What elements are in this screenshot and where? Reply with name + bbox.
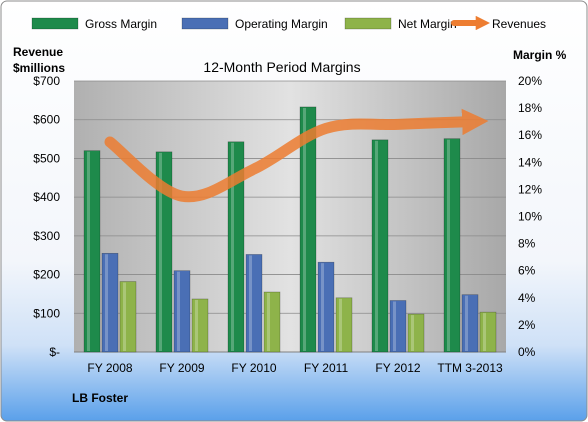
bar-highlight	[483, 313, 486, 351]
bar-net-margin	[119, 281, 137, 353]
legend-label: Net Margin	[398, 17, 457, 31]
bar-net-margin	[479, 311, 497, 353]
bar-highlight	[447, 139, 450, 351]
y-left-ticks: $- $100 $200 $300 $400 $500 $600 $700	[33, 74, 60, 359]
bar-highlight	[249, 255, 252, 351]
legend-swatch	[31, 17, 79, 30]
y-right-tick-label: 6%	[518, 264, 536, 278]
bar-highlight	[375, 140, 378, 351]
bar-highlight	[465, 295, 468, 351]
y-left-tick-label: $700	[33, 74, 60, 88]
company-name: LB Foster	[72, 391, 128, 405]
bar-operating-margin	[173, 270, 191, 353]
y-right-title: Margin %	[513, 48, 567, 62]
bar-operating-margin	[461, 294, 479, 353]
bars	[83, 106, 497, 353]
bar-highlight	[411, 315, 414, 351]
bar-operating-margin	[389, 300, 407, 353]
revenues-line	[104, 108, 489, 203]
y-right-tick-label: 4%	[518, 291, 536, 305]
bar-highlight	[303, 107, 306, 351]
bar-highlight	[393, 301, 396, 351]
bar-operating-margin	[101, 252, 119, 353]
bar-gross-margin	[227, 141, 245, 353]
bar-net-margin	[407, 313, 425, 353]
bar-highlight	[159, 152, 162, 351]
y-left-tick-label: $-	[49, 345, 60, 359]
x-tick-label: FY 2008	[87, 361, 132, 375]
bar-highlight	[321, 263, 324, 351]
y-right-tick-label: 8%	[518, 237, 536, 251]
x-tick-label: FY 2009	[159, 361, 204, 375]
x-tick-label: FY 2010	[231, 361, 276, 375]
bar-highlight	[231, 142, 234, 351]
y-left-tick-label: $300	[33, 229, 60, 243]
bar-operating-margin	[245, 254, 263, 353]
bar-highlight	[177, 271, 180, 351]
y-left-tick-label: $500	[33, 151, 60, 165]
legend-label: Revenues	[492, 17, 546, 31]
x-tick-label: FY 2011	[304, 361, 349, 375]
y-right-tick-label: 16%	[518, 128, 542, 142]
legend-swatch	[344, 17, 392, 30]
bar-operating-margin	[317, 261, 335, 353]
y-left-tick-label: $400	[33, 190, 60, 204]
chart-title: 12-Month Period Margins	[203, 59, 360, 75]
revenues-line-layer	[104, 108, 489, 203]
y-right-tick-label: 12%	[518, 182, 542, 196]
legend-swatch	[181, 17, 229, 30]
legend-label: Gross Margin	[85, 17, 157, 31]
bar-net-margin	[263, 291, 281, 353]
bar-net-margin	[335, 297, 353, 353]
bar-highlight	[123, 282, 126, 351]
bar-highlight	[87, 151, 90, 351]
y-right-tick-label: 18%	[518, 101, 542, 115]
bar-gross-margin	[83, 150, 101, 353]
y-left-tick-label: $600	[33, 113, 60, 127]
bar-gross-margin	[299, 106, 317, 353]
x-tick-label: FY 2012	[375, 361, 420, 375]
y-left-title-line1: Revenue	[13, 45, 63, 59]
y-right-tick-label: 14%	[518, 155, 542, 169]
bar-highlight	[195, 299, 198, 351]
y-right-tick-label: 10%	[518, 210, 542, 224]
bar-highlight	[267, 292, 270, 351]
bar-net-margin	[191, 298, 209, 353]
y-left-tick-label: $200	[33, 268, 60, 282]
y-right-tick-label: 20%	[518, 74, 542, 88]
x-tick-label: TTM 3-2013	[437, 361, 503, 375]
y-right-ticks: 0% 2% 4% 6% 8% 10% 12% 14% 16% 18% 20%	[518, 74, 542, 359]
y-right-tick-label: 0%	[518, 345, 536, 359]
legend: Gross Margin Operating Margin Net Margin Re…	[31, 15, 546, 31]
y-left-tick-label: $100	[33, 306, 60, 320]
y-right-tick-label: 2%	[518, 318, 536, 332]
x-ticks: FY 2008 FY 2009 FY 2010 FY 2011 FY 2012 TTM 3…	[87, 361, 503, 375]
bar-gross-margin	[371, 139, 389, 353]
legend-label: Operating Margin	[235, 17, 328, 31]
y-left-title-line2: $millions	[13, 61, 65, 75]
bar-gross-margin	[155, 151, 173, 353]
bar-highlight	[339, 298, 342, 351]
bar-gross-margin	[443, 138, 461, 353]
bar-highlight	[105, 254, 108, 351]
